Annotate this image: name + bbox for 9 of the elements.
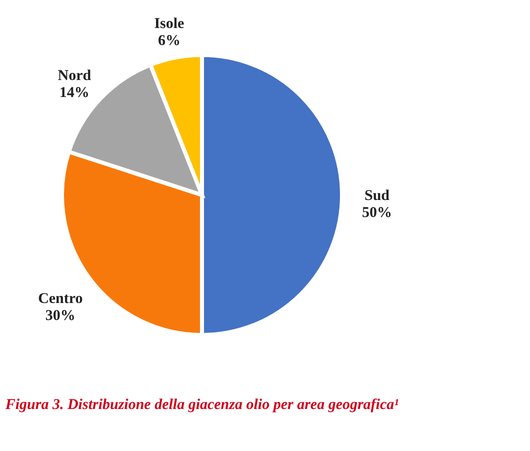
text: Figura 3. Distribuzione della giacenza olio per area geografica¹ <box>4 397 399 413</box>
slice-label: Centro <box>38 290 83 307</box>
data-label: 6% <box>158 33 180 50</box>
slice-label: Sud <box>364 188 390 204</box>
slice-label: Nord <box>58 68 92 84</box>
slice-label: Isole <box>154 16 185 32</box>
data-label: 30% <box>45 308 76 324</box>
data-label: 50% <box>362 205 392 221</box>
data-label: 14% <box>59 85 90 102</box>
